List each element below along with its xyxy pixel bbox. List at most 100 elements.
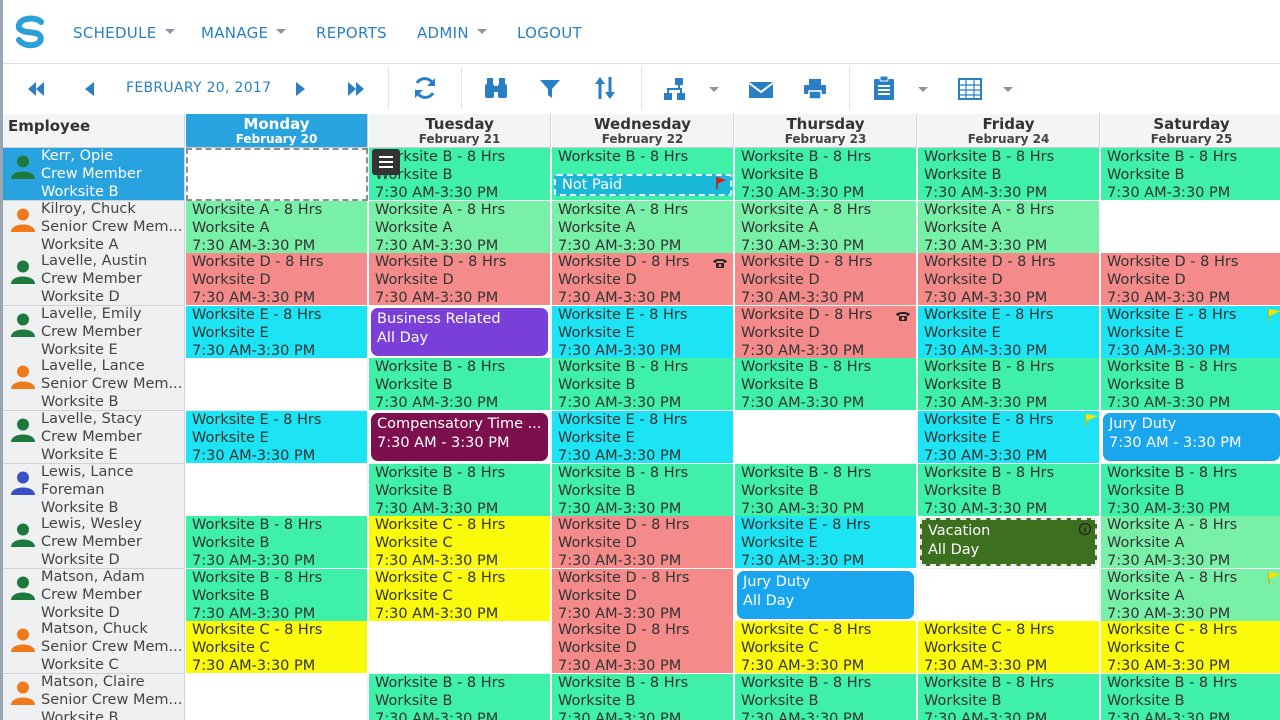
shift-cell[interactable]: Worksite D - 8 Hrs Worksite D 7:30 AM-3:30… (735, 253, 917, 307)
app-logo-icon[interactable] (13, 14, 49, 50)
refresh-icon[interactable] (411, 75, 439, 101)
binoculars-icon[interactable] (482, 75, 510, 101)
empty-cell[interactable] (186, 674, 368, 720)
shift-cell[interactable]: Worksite B - 8 Hrs Worksite B 7:30 AM-3:30… (552, 358, 734, 412)
shift-cell[interactable]: Worksite A - 8 Hrs Worksite A 7:30 AM-3:30… (1101, 516, 1280, 570)
event-pill-olive[interactable]: Vacation All Day (920, 518, 1097, 567)
shift-cell[interactable]: Worksite A - 8 Hrs Worksite A 7:30 AM-3:30… (552, 200, 734, 254)
event-pill-purple[interactable]: Business Related All Day (371, 307, 548, 356)
shift-cell[interactable]: Worksite E - 8 Hrs Worksite E 7:30 AM-3:30… (186, 305, 368, 359)
empty-cell[interactable] (369, 621, 551, 675)
empty-cell[interactable] (1101, 200, 1280, 254)
shift-cell[interactable]: Worksite E - 8 Hrs Worksite E 7:30 AM-3:30… (918, 411, 1100, 464)
shift-cell[interactable]: Worksite E - 8 Hrs Worksite E 7:30 AM-3:30… (552, 305, 734, 359)
shift-cell[interactable]: Worksite D - 8 Hrs Worksite D 7:30 AM-3:30… (918, 253, 1100, 307)
employee-row-header[interactable]: Lavelle, Emily Crew Member Worksite E (3, 305, 185, 359)
print-icon[interactable] (802, 76, 828, 102)
cell-menu-button[interactable] (372, 149, 400, 175)
next-icon[interactable] (293, 76, 309, 102)
empty-cell[interactable] (918, 568, 1100, 622)
shift-cell[interactable]: Worksite C - 8 Hrs Worksite C 7:30 AM-3:30… (1101, 621, 1280, 675)
employee-row-header[interactable]: Matson, Chuck Senior Crew Mem... Worksite … (3, 621, 185, 675)
employee-row-header[interactable]: Lewis, Wesley Crew Member Worksite D (3, 516, 185, 570)
shift-cell[interactable]: Worksite B - 8 Hrs Not Paid (552, 148, 734, 201)
nav-reports[interactable]: REPORTS (316, 24, 387, 42)
shift-cell[interactable]: Worksite E - 8 Hrs Worksite E 7:30 AM-3:30… (735, 516, 917, 570)
day-header-friday[interactable]: Friday February 24 (918, 114, 1100, 148)
empty-cell[interactable] (735, 411, 917, 464)
shift-cell[interactable]: Worksite B - 8 Hrs Worksite B 7:30 AM-3:30… (369, 674, 551, 720)
last-page-icon[interactable] (345, 76, 367, 102)
shift-cell[interactable]: Worksite E - 8 Hrs Worksite E 7:30 AM-3:30… (918, 305, 1100, 359)
shift-cell[interactable]: Worksite B - 8 Hrs Worksite B 7:30 AM-3:30… (552, 463, 734, 517)
employee-row-header[interactable]: Matson, Claire Senior Crew Mem... Worksite… (3, 674, 185, 720)
event-cell[interactable]: Compensatory Time ... 7:30 AM - 3:30 PM (369, 411, 551, 464)
employee-row-header[interactable]: Lavelle, Austin Crew Member Worksite D (3, 253, 185, 307)
nav-admin[interactable]: ADMIN (417, 24, 487, 42)
nav-schedule[interactable]: SCHEDULE (73, 24, 175, 42)
event-pill-blue[interactable]: Jury Duty All Day (737, 570, 914, 619)
view-dropdown-caret[interactable] (1003, 87, 1013, 92)
selected-empty-cell[interactable] (186, 148, 368, 201)
event-cell[interactable]: Jury Duty All Day (735, 568, 917, 622)
shift-cell[interactable]: Worksite C - 8 Hrs Worksite C 7:30 AM-3:30… (369, 568, 551, 622)
day-header-monday[interactable]: Monday February 20 (186, 114, 368, 148)
employee-row-header[interactable]: Kilroy, Chuck Senior Crew Mem... Worksite … (3, 200, 185, 254)
event-pill-maroon[interactable]: Compensatory Time ... 7:30 AM - 3:30 PM (371, 413, 548, 461)
shift-cell[interactable]: Worksite B - 8 Hrs Worksite B 7:30 AM-3:30… (918, 358, 1100, 412)
shift-cell[interactable]: Worksite A - 8 Hrs Worksite A 7:30 AM-3:30… (918, 200, 1100, 254)
shift-cell[interactable]: Worksite B - 8 Hrs Worksite B 7:30 AM-3:30… (186, 568, 368, 622)
shift-cell[interactable]: Worksite D - 8 Hrs Worksite D 7:30 AM-3:30… (735, 305, 917, 359)
first-page-icon[interactable] (25, 76, 47, 102)
shift-cell[interactable]: Worksite A - 8 Hrs Worksite A 7:30 AM-3:30… (1101, 568, 1280, 622)
shift-cell[interactable]: Worksite B - 8 Hrs Worksite B 7:30 AM-3:30… (369, 148, 551, 201)
shift-cell[interactable]: Worksite D - 8 Hrs Worksite D 7:30 AM-3:30… (552, 621, 734, 675)
shift-cell[interactable]: Worksite B - 8 Hrs Worksite B 7:30 AM-3:30… (735, 674, 917, 720)
shift-cell[interactable]: Worksite D - 8 Hrs Worksite D 7:30 AM-3:30… (1101, 253, 1280, 307)
not-paid-badge[interactable]: Not Paid (554, 174, 732, 196)
clipboard-icon[interactable] (872, 75, 896, 101)
shift-cell[interactable]: Worksite B - 8 Hrs Worksite B 7:30 AM-3:30… (1101, 358, 1280, 412)
shift-cell[interactable]: Worksite D - 8 Hrs Worksite D 7:30 AM-3:30… (552, 568, 734, 622)
calendar-grid-icon[interactable] (957, 76, 983, 102)
shift-cell[interactable]: Worksite B - 8 Hrs Worksite B 7:30 AM-3:30… (1101, 148, 1280, 201)
shift-cell[interactable]: Worksite B - 8 Hrs Worksite B 7:30 AM-3:30… (918, 463, 1100, 517)
shift-cell[interactable]: Worksite B - 8 Hrs Worksite B 7:30 AM-3:30… (186, 516, 368, 570)
sort-icon[interactable] (593, 75, 617, 101)
day-header-wednesday[interactable]: Wednesday February 22 (552, 114, 734, 148)
shift-cell[interactable]: Worksite C - 8 Hrs Worksite C 7:30 AM-3:30… (186, 621, 368, 675)
shift-cell[interactable]: Worksite E - 8 Hrs Worksite E 7:30 AM-3:30… (552, 411, 734, 464)
shift-cell[interactable]: Worksite B - 8 Hrs Worksite B 7:30 AM-3:30… (552, 674, 734, 720)
employee-row-header[interactable]: Kerr, Opie Crew Member Worksite B (3, 148, 185, 201)
shift-cell[interactable]: Worksite C - 8 Hrs Worksite C 7:30 AM-3:30… (918, 621, 1100, 675)
hierarchy-dropdown-caret[interactable] (709, 87, 719, 92)
shift-cell[interactable]: Worksite B - 8 Hrs Worksite B 7:30 AM-3:30… (1101, 463, 1280, 517)
shift-cell[interactable]: Worksite D - 8 Hrs Worksite D 7:30 AM-3:30… (552, 253, 734, 307)
shift-cell[interactable]: Worksite C - 8 Hrs Worksite C 7:30 AM-3:30… (369, 516, 551, 570)
shift-cell[interactable]: Worksite D - 8 Hrs Worksite D 7:30 AM-3:30… (552, 516, 734, 570)
employee-row-header[interactable]: Matson, Adam Crew Member Worksite D (3, 568, 185, 622)
day-header-thursday[interactable]: Thursday February 23 (735, 114, 917, 148)
clipboard-dropdown-caret[interactable] (918, 87, 928, 92)
current-date-label[interactable]: FEBRUARY 20, 2017 (126, 80, 272, 96)
hierarchy-icon[interactable] (662, 76, 688, 102)
event-cell[interactable]: Vacation All Day (918, 516, 1100, 570)
employee-row-header[interactable]: Lavelle, Lance Senior Crew Mem... Worksite… (3, 358, 185, 412)
day-header-saturday[interactable]: Saturday February 25 (1101, 114, 1280, 148)
shift-cell[interactable]: Worksite B - 8 Hrs Worksite B 7:30 AM-3:30… (735, 358, 917, 412)
shift-cell[interactable]: Worksite D - 8 Hrs Worksite D 7:30 AM-3:30… (186, 253, 368, 307)
empty-cell[interactable] (186, 358, 368, 412)
shift-cell[interactable]: Worksite A - 8 Hrs Worksite A 7:30 AM-3:30… (369, 200, 551, 254)
shift-cell[interactable]: Worksite B - 8 Hrs Worksite B 7:30 AM-3:30… (369, 358, 551, 412)
shift-cell[interactable]: Worksite B - 8 Hrs Worksite B 7:30 AM-3:30… (918, 674, 1100, 720)
shift-cell[interactable]: Worksite C - 8 Hrs Worksite C 7:30 AM-3:30… (735, 621, 917, 675)
shift-cell[interactable]: Worksite B - 8 Hrs Worksite B 7:30 AM-3:30… (918, 148, 1100, 201)
event-cell[interactable]: Jury Duty 7:30 AM - 3:30 PM (1101, 411, 1280, 464)
shift-cell[interactable]: Worksite A - 8 Hrs Worksite A 7:30 AM-3:30… (735, 200, 917, 254)
previous-icon[interactable] (81, 76, 97, 102)
filter-icon[interactable] (538, 76, 562, 102)
shift-cell[interactable]: Worksite B - 8 Hrs Worksite B 7:30 AM-3:30… (735, 148, 917, 201)
shift-cell[interactable]: Worksite E - 8 Hrs Worksite E 7:30 AM-3:30… (186, 411, 368, 464)
nav-logout[interactable]: LOGOUT (517, 24, 582, 42)
day-header-tuesday[interactable]: Tuesday February 21 (369, 114, 551, 148)
